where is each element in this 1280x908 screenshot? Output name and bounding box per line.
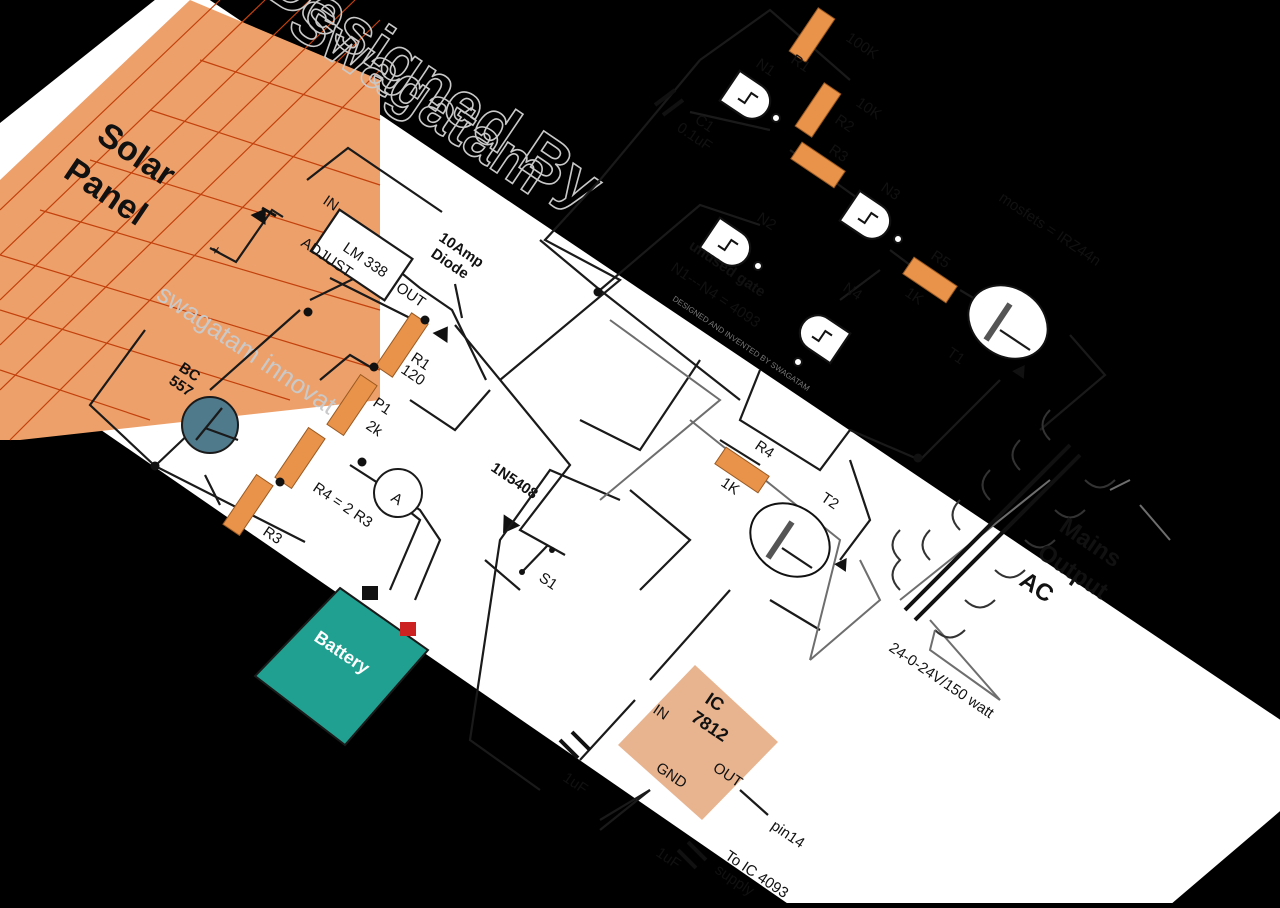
gate-n4: N4 [793,279,865,367]
mosfet-t1: T1 [944,284,1049,379]
timer-r2-name: R2 [832,111,857,136]
gate-n1: N1 [718,55,781,123]
timer-r1-value: 100K [843,29,882,63]
battery: Battery [253,586,430,747]
mosfet-t1-label: T1 [944,344,968,368]
ic-7812-cin: 1uF [560,769,591,798]
gate-n2: N2 unused gate N1---N4 = 4093 [668,209,779,331]
capacitor-c1: C1 0.1uF [653,88,717,155]
mosfet-t2: T2 [749,489,847,578]
timer-r5-value: 1K [902,284,927,308]
p1-potentiometer: P1 2k [326,373,394,440]
timer-r2: R2 10K [794,82,885,138]
ic-7812: IC 7812 IN OUT GND 1uF 1uF pin14 To IC 4… [558,665,808,902]
ic-7812-cout: 1uF [653,844,684,873]
ammeter: A [373,468,423,518]
timer-r5-name: R5 [928,247,953,272]
mosfets-note: mosfets = IRZ44n [996,189,1104,270]
timer-r3: R3 [790,141,851,189]
solar-panel: Solar Panel [0,0,381,441]
timer-r5: R5 1K [902,247,958,309]
gate-n1-label: N1 [753,55,778,80]
mosfet-t2-label: T2 [818,489,842,513]
transformer: Mains Output AC 24-0-24V/150 watt [886,409,1126,722]
charger-wires [88,59,701,601]
junction-dots [150,287,923,487]
gate-n3: N3 [838,179,903,244]
gate-n2-label: N2 [754,209,779,234]
gate-n3-label: N3 [878,179,903,204]
timer-r2-value: 10K [853,94,885,123]
